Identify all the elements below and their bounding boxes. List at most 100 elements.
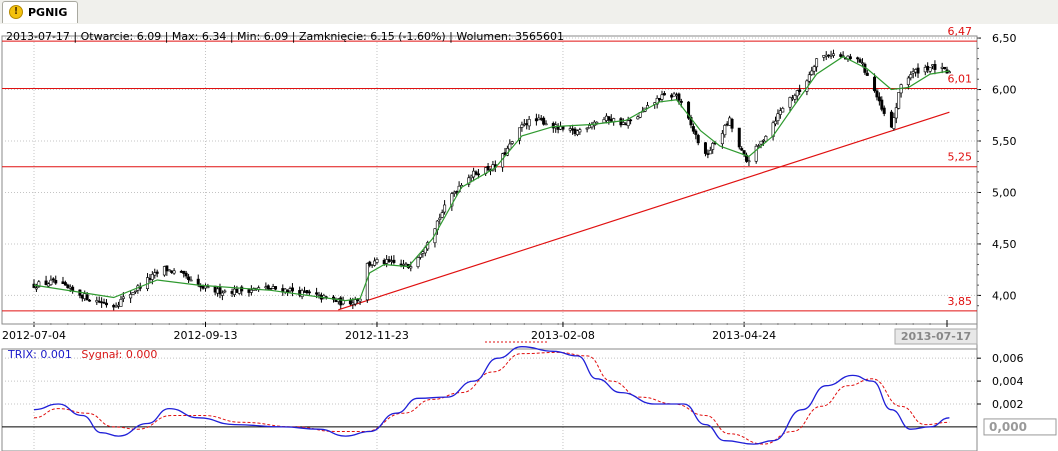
candle-body [624,123,628,126]
candle-body [440,212,444,218]
candle-body [815,58,819,68]
candle-body [508,143,512,150]
candle-body [274,286,278,290]
candle-body [213,285,217,293]
candle-body [914,69,918,73]
info-open: Otwarcie: 6.09 [80,30,162,43]
candle-body [32,283,36,288]
candle-body [167,269,171,272]
candle-body [571,128,575,131]
candle-body [153,272,157,276]
candle-body [416,257,420,267]
candle-body [510,141,514,144]
candle-body [155,271,159,274]
candle-body [517,127,521,141]
candle-body [689,117,693,126]
cursor-date-label: 2013-07-17 [901,330,971,343]
trix-y-tick-label: 0,006 [992,352,1024,365]
candle-body [759,140,763,145]
trix-y-tick-label: 0,002 [992,398,1024,411]
candle-body [522,123,526,126]
candle-body [658,97,662,101]
candle-body [831,53,835,56]
candle-body [889,111,893,128]
candle-body [933,64,937,70]
candle-body [602,119,606,123]
candle-body [947,71,951,74]
candle-body [662,93,666,96]
candle-body [290,287,294,292]
chart-pane[interactable]: 2012-07-04 2012-09-13 2012-11-23 2013-02-08… [0,24,1058,451]
candle-body [266,285,270,290]
info-high: Max: 6.34 [171,30,227,43]
x-tick-label: 2013-02-08 [531,329,595,342]
signal-legend-label: Sygnał: 0.000 [81,348,158,361]
candle-body [882,107,886,114]
y-tick-label: 5,50 [992,135,1017,148]
candle-body [230,291,234,294]
candle-body [269,288,273,290]
candle-body [264,286,268,289]
candle-body [184,272,188,277]
candle-body [467,177,471,185]
candle-body [283,288,287,293]
candle-body [474,171,478,175]
candle-body [218,287,222,295]
candle-body [894,107,898,119]
candle-body [131,292,135,295]
candle-body [148,277,152,280]
candle-body [356,299,360,301]
tab-pgnig[interactable]: ! PGNIG [2,1,78,23]
y-tick-label: 4,50 [992,238,1017,251]
candle-body [706,153,710,155]
candle-body [537,117,541,121]
level-label: 5,25 [948,151,973,164]
candle-body [409,266,413,269]
candle-body [865,72,869,76]
candle-body [392,259,396,263]
candle-body [877,96,881,102]
candle-body [858,59,862,63]
candle-body [44,280,48,285]
candle-body [691,126,695,132]
candle-body [740,148,744,151]
trix-current-value-box [983,418,1057,436]
candle-body [469,175,473,179]
candle-body [351,302,355,305]
candle-body [824,54,828,57]
candle-body [928,67,932,72]
candle-body [373,260,377,266]
candle-body [520,124,524,128]
candle-body [249,289,253,293]
candle-body [66,284,70,289]
candle-body [112,304,116,308]
candle-body [182,270,186,274]
candle-body [206,286,210,289]
candle-body [61,281,65,284]
candle-body [711,143,715,150]
candle-body [708,150,712,155]
candle-body [216,288,220,294]
candle-body [539,118,543,120]
candle-body [875,90,879,98]
candle-body [288,288,292,292]
candle-body [609,118,613,122]
chart-canvas[interactable]: 2012-07-04 2012-09-13 2012-11-23 2013-02-08… [0,24,1058,451]
trix-legend-label: TRIX: 0.001 [8,348,72,361]
candle-body [636,116,640,120]
candle-body [822,55,826,58]
candle-body [790,97,794,100]
candle-body [860,62,864,65]
x-tick-label: 2013-04-24 [712,329,776,342]
candle-body [102,301,106,304]
candle-body [542,117,546,125]
candle-body [303,291,307,293]
candle-body [534,118,538,122]
candle-body [781,108,785,113]
candle-body [37,281,41,288]
candle-body [97,300,101,303]
candle-body [906,77,910,85]
candle-body [629,119,633,122]
candle-body [133,290,137,293]
candle-body [117,304,121,307]
